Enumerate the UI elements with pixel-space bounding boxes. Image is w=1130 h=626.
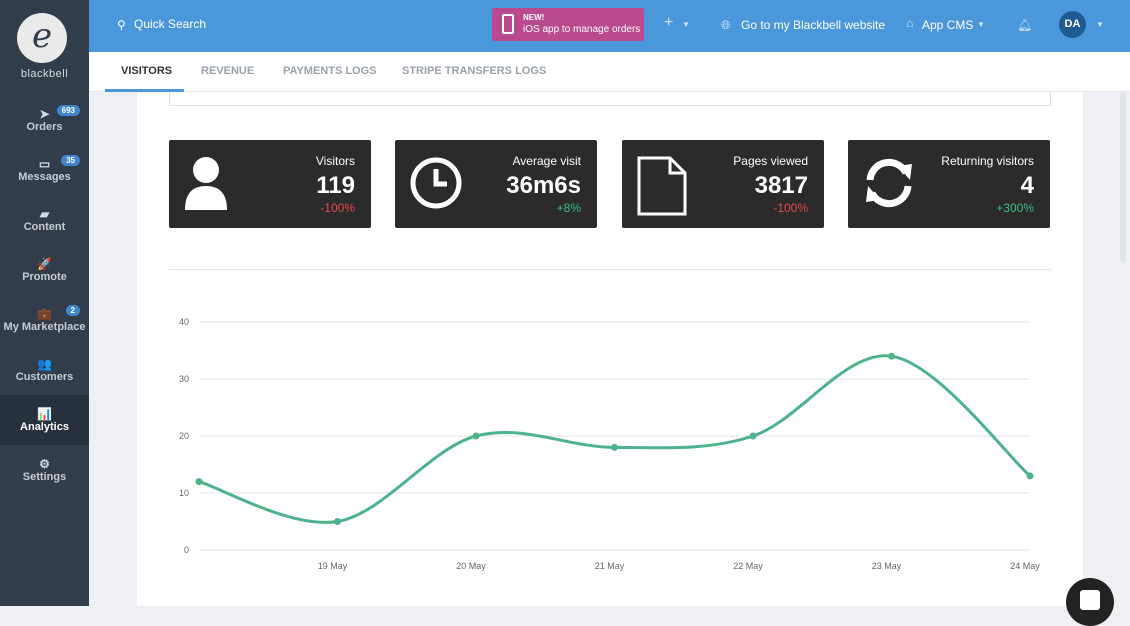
tab-stripe-transfers-logs[interactable]: STRIPE TRANSFERS LOGS (402, 65, 547, 77)
data-point[interactable] (195, 478, 203, 486)
stat-change: -100% (320, 201, 355, 215)
sidebar-item-label: Settings (22, 471, 67, 483)
stat-change: +300% (996, 201, 1034, 215)
stat-label: Returning visitors (941, 154, 1034, 168)
tabs: VISITORS REVENUE PAYMENTS LOGS STRIPE TR… (89, 52, 1130, 92)
stat-card-pages-viewed: Pages viewed 3817 -100% (622, 140, 824, 228)
stat-card-average-visit: Average visit 36m6s +8% (395, 140, 597, 228)
sidebar-item-analytics[interactable]: 📊 Analytics (0, 395, 89, 445)
tab-payments-logs[interactable]: PAYMENTS LOGS (283, 65, 377, 77)
stat-change: +8% (556, 201, 581, 215)
sidebar: e blackbell ➤ Orders 693 ▭ Messages 35 ▰ Conten… (0, 0, 89, 606)
settings-icon: ⚙ (39, 457, 50, 471)
promo-title: NEW! (523, 13, 545, 22)
count-badge: 2 (65, 305, 80, 316)
brand-name: blackbell (20, 68, 69, 80)
data-point[interactable] (334, 518, 341, 525)
analytics-panel: Visitors 119 -100% Average visit 36m6s +8% Pag… (137, 92, 1083, 606)
count-badge: 693 (56, 105, 80, 116)
chevron-down-icon[interactable]: ▼ (682, 20, 690, 29)
y-tick-label: 10 (179, 488, 189, 498)
customers-icon: 👥 (37, 357, 52, 371)
sidebar-item-customers[interactable]: 👥 Customers (0, 345, 89, 395)
active-tab-indicator (105, 89, 184, 92)
x-tick-label: 21 May (595, 561, 625, 571)
chevron-down-icon[interactable]: ▼ (1096, 20, 1104, 29)
x-tick-label: 23 May (872, 561, 902, 571)
content-icon: ▰ (39, 207, 50, 221)
bell-icon[interactable]: 🔔︎ (1017, 18, 1033, 32)
sidebar-item-content[interactable]: ▰ Content (0, 195, 89, 245)
x-tick-label: 22 May (733, 561, 763, 571)
app-cms-dropdown[interactable]: App CMS (922, 18, 974, 32)
sidebar-item-label: Analytics (20, 421, 69, 433)
stat-change: -100% (773, 201, 808, 215)
scrollbar[interactable] (1120, 92, 1126, 262)
ios-app-promo[interactable]: NEW! iOS app to manage orders (492, 8, 644, 41)
x-tick-label: 19 May (318, 561, 348, 571)
promo-text: iOS app to manage orders (523, 24, 641, 35)
stat-value: 3817 (754, 172, 808, 199)
website-link[interactable]: Go to my Blackbell website (741, 18, 886, 32)
stat-value: 119 (316, 172, 355, 199)
sidebar-item-my-marketplace[interactable]: 💼 My Marketplace 2 (0, 295, 89, 345)
sidebar-item-orders[interactable]: ➤ Orders 693 (0, 95, 89, 145)
home-icon: ⌂ (906, 16, 914, 30)
data-point[interactable] (888, 352, 895, 360)
sidebar-item-messages[interactable]: ▭ Messages 35 (0, 145, 89, 195)
sidebar-item-label: Orders (26, 121, 63, 133)
x-tick-label: 20 May (456, 561, 486, 571)
sidebar-item-label: Promote (22, 271, 67, 283)
stat-value: 4 (1020, 172, 1034, 199)
y-tick-label: 30 (179, 374, 189, 384)
y-tick-label: 40 (179, 317, 189, 327)
promote-icon: 🚀 (37, 257, 52, 271)
chevron-down-icon[interactable]: ▼ (977, 20, 985, 29)
messages-icon: ▭ (38, 157, 51, 171)
stat-label: Pages viewed (733, 154, 808, 168)
sidebar-item-promote[interactable]: 🚀 Promote (0, 245, 89, 295)
sidebar-item-settings[interactable]: ⚙ Settings (0, 445, 89, 495)
stat-label: Average visit (512, 154, 581, 168)
top-bar: ⚲ Quick Search NEW! iOS app to manage or… (89, 0, 1130, 52)
chat-button[interactable] (1066, 578, 1114, 626)
series-line-visitors (198, 354, 1031, 524)
tab-revenue[interactable]: REVENUE (201, 65, 255, 77)
blackbell-logo[interactable]: e (17, 13, 67, 63)
analytics-icon: 📊 (37, 407, 52, 421)
sidebar-item-label: Messages (18, 171, 71, 183)
y-tick-label: 0 (184, 545, 189, 555)
my-marketplace-icon: 💼 (37, 307, 52, 321)
avatar[interactable]: DA (1059, 11, 1086, 38)
previous-section (169, 92, 1051, 106)
divider (169, 269, 1051, 270)
stat-label: Visitors (315, 154, 355, 168)
data-point[interactable] (472, 432, 480, 440)
globe-icon: 🌐︎ (721, 18, 731, 32)
visitors-line-chart: 0 10 20 30 40 19 May 20 May 21 May 22 May 23 May 2… (179, 317, 1040, 571)
stat-card-returning-visitors: Returning visitors 4 +300% (848, 140, 1050, 228)
data-point[interactable] (1026, 472, 1034, 480)
data-point[interactable] (611, 443, 618, 451)
sidebar-item-label: My Marketplace (3, 321, 86, 333)
add-button[interactable]: + (664, 14, 674, 31)
stat-value: 36m6s (506, 172, 581, 199)
tab-visitors[interactable]: VISITORS (121, 65, 173, 77)
quick-search-input[interactable]: Quick Search (134, 17, 207, 31)
x-tick-label: 24 May (1010, 561, 1040, 571)
sidebar-item-label: Content (23, 221, 66, 233)
chat-icon (1080, 590, 1100, 610)
count-badge: 35 (61, 155, 80, 166)
sidebar-item-label: Customers (15, 371, 74, 383)
search-icon: ⚲ (117, 18, 126, 32)
orders-icon: ➤ (39, 107, 50, 121)
y-tick-label: 20 (179, 431, 189, 441)
stat-card-visitors: Visitors 119 -100% (169, 140, 371, 228)
phone-icon (502, 14, 514, 34)
data-point[interactable] (749, 432, 757, 440)
